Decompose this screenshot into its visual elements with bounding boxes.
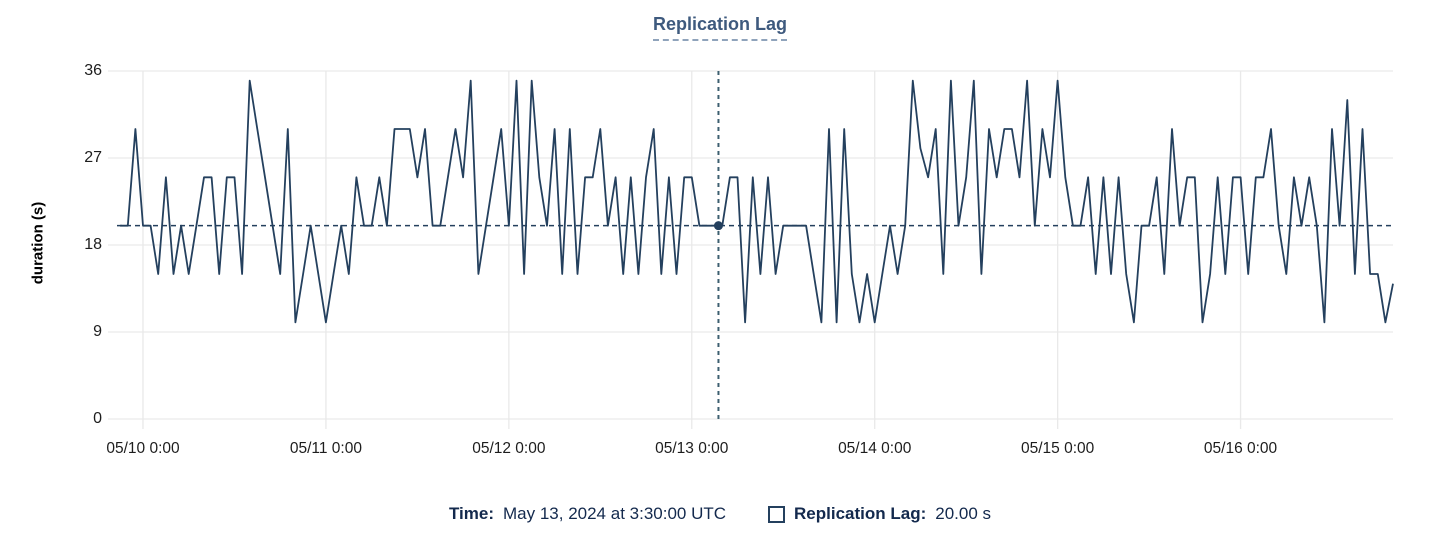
x-tick-label: 05/15 0:00 [1020, 440, 1095, 457]
series-value: 20.00 s [935, 504, 992, 523]
time-value: May 13, 2024 at 3:30:00 UTC [503, 504, 727, 523]
y-tick-label: 27 [84, 149, 102, 166]
x-tick-label: 05/11 0:00 [289, 440, 362, 457]
y-tick-label: 18 [84, 236, 102, 253]
y-tick-label: 36 [84, 62, 102, 79]
replication-lag-line [120, 79, 1394, 324]
y-tick-label: 9 [93, 323, 102, 340]
x-tick-label: 05/13 0:00 [655, 440, 729, 457]
y-tick-label: 0 [93, 410, 102, 427]
x-tick-label: 05/12 0:00 [472, 440, 546, 457]
series-swatch-icon[interactable] [768, 505, 786, 523]
chart-title[interactable]: Replication Lag [652, 14, 787, 41]
tooltip-readout: Time: May 13, 2024 at 3:30:00 UTC Replic… [0, 504, 1440, 524]
chart-header: Replication Lag [0, 14, 1440, 41]
plot-area[interactable] [0, 0, 1440, 472]
gridlines [108, 70, 1393, 429]
series-label: Replication Lag: [794, 504, 927, 523]
x-tick-label: 05/16 0:00 [1203, 440, 1278, 457]
selected-point-marker[interactable] [713, 221, 723, 231]
x-tick-label: 05/14 0:00 [838, 440, 912, 457]
time-label: Time: [448, 504, 494, 523]
x-tick-label: 05/10 0:00 [106, 440, 180, 457]
